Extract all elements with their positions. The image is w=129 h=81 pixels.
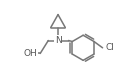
Text: Cl: Cl [106, 43, 115, 52]
Text: N: N [55, 36, 61, 45]
Text: OH: OH [24, 49, 37, 58]
